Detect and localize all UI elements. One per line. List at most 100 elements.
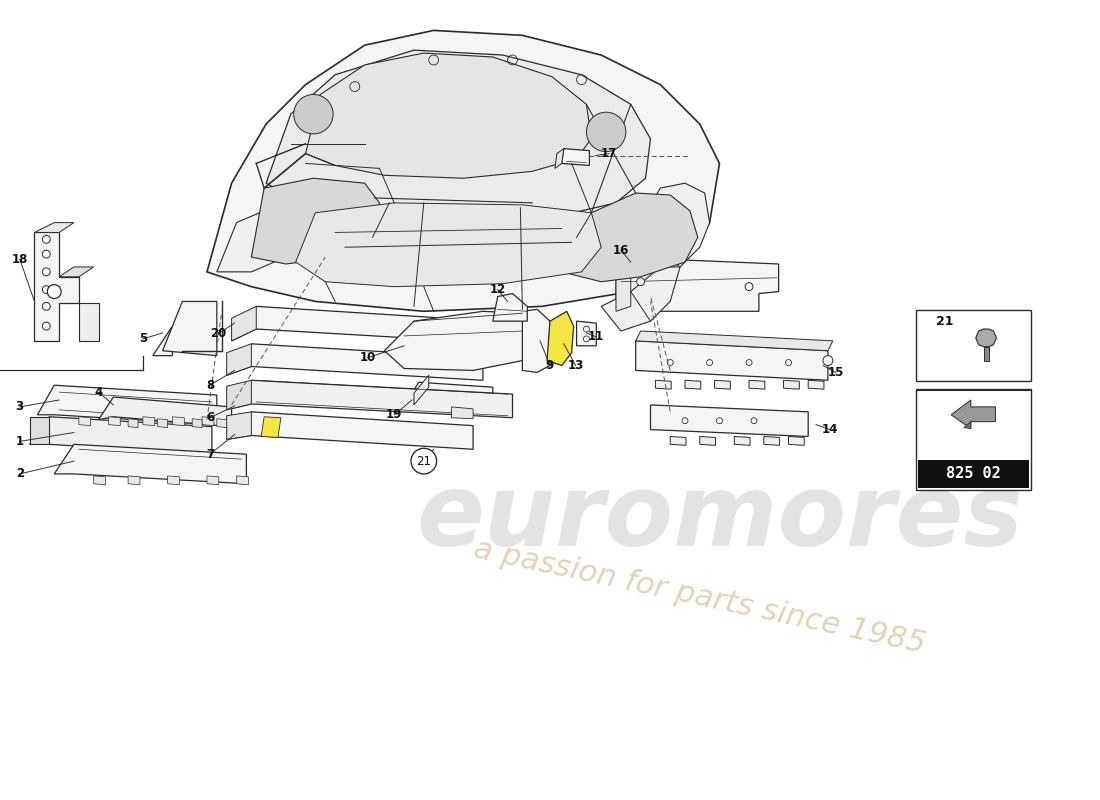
Polygon shape [700,437,715,446]
Polygon shape [128,476,140,485]
Text: a passion for parts since 1985: a passion for parts since 1985 [471,535,928,659]
Polygon shape [735,437,750,446]
Polygon shape [192,418,202,427]
Polygon shape [616,257,779,311]
Polygon shape [616,252,630,311]
Polygon shape [202,417,213,426]
Circle shape [716,418,723,424]
Polygon shape [404,382,493,408]
Polygon shape [636,341,828,380]
Polygon shape [227,412,251,439]
Polygon shape [59,267,94,277]
Polygon shape [79,303,99,341]
Circle shape [43,286,51,294]
Polygon shape [34,222,74,233]
Polygon shape [227,380,251,410]
Polygon shape [685,380,701,389]
Polygon shape [109,417,120,426]
Polygon shape [808,380,824,389]
Polygon shape [232,306,493,343]
Text: 2: 2 [15,467,24,481]
Text: 13: 13 [568,359,584,372]
Circle shape [43,235,51,243]
Polygon shape [30,417,212,454]
Text: 1: 1 [15,435,24,448]
FancyBboxPatch shape [915,389,1031,490]
Polygon shape [670,437,686,446]
Polygon shape [227,412,473,450]
Polygon shape [650,405,808,437]
Text: 8: 8 [206,378,214,392]
Polygon shape [451,407,473,418]
Polygon shape [217,418,227,427]
Text: 3: 3 [15,400,24,414]
Text: 19: 19 [386,408,403,422]
Polygon shape [983,346,989,361]
Polygon shape [79,417,90,426]
Circle shape [785,359,791,366]
Polygon shape [232,306,256,341]
Circle shape [586,112,626,152]
Text: 10: 10 [360,351,376,364]
Polygon shape [217,208,306,272]
Circle shape [43,250,51,258]
Circle shape [43,322,51,330]
Polygon shape [576,321,596,346]
Text: 5: 5 [139,332,147,346]
Polygon shape [493,294,527,321]
Polygon shape [207,476,219,485]
Polygon shape [153,326,197,356]
Text: 6: 6 [206,411,214,424]
Polygon shape [251,178,380,264]
Text: 20: 20 [210,327,225,341]
Polygon shape [646,183,710,267]
Polygon shape [30,417,50,444]
Circle shape [706,359,713,366]
Polygon shape [554,149,564,168]
Polygon shape [99,397,232,426]
Circle shape [411,448,437,474]
Circle shape [583,326,590,332]
Polygon shape [163,302,217,356]
Polygon shape [783,380,800,389]
Polygon shape [173,417,185,426]
Circle shape [43,302,51,310]
Text: 7: 7 [206,448,214,461]
Polygon shape [656,380,671,389]
Polygon shape [128,418,138,427]
Polygon shape [976,329,997,346]
Polygon shape [143,417,155,426]
Circle shape [583,336,590,342]
Polygon shape [261,417,280,438]
Polygon shape [306,53,592,178]
Polygon shape [54,444,246,484]
Polygon shape [715,380,730,389]
Circle shape [682,418,688,424]
Circle shape [746,359,752,366]
Text: 14: 14 [822,423,838,436]
Circle shape [294,94,333,134]
Polygon shape [749,380,764,389]
Text: 4: 4 [95,386,102,398]
Polygon shape [562,193,697,282]
Circle shape [668,359,673,366]
Polygon shape [34,233,79,341]
Polygon shape [37,386,217,425]
Polygon shape [167,476,179,485]
Circle shape [823,356,833,366]
Text: 9: 9 [546,359,554,372]
Polygon shape [227,380,513,418]
Circle shape [637,278,645,286]
Circle shape [745,282,754,290]
Circle shape [43,268,51,276]
Text: 11: 11 [588,330,604,343]
Circle shape [47,285,62,298]
Polygon shape [384,311,532,370]
Polygon shape [207,30,719,311]
Text: 21: 21 [936,314,954,328]
Polygon shape [157,418,167,427]
Polygon shape [414,375,429,405]
FancyBboxPatch shape [915,310,1031,382]
Polygon shape [952,400,996,429]
Text: 17: 17 [601,147,617,160]
